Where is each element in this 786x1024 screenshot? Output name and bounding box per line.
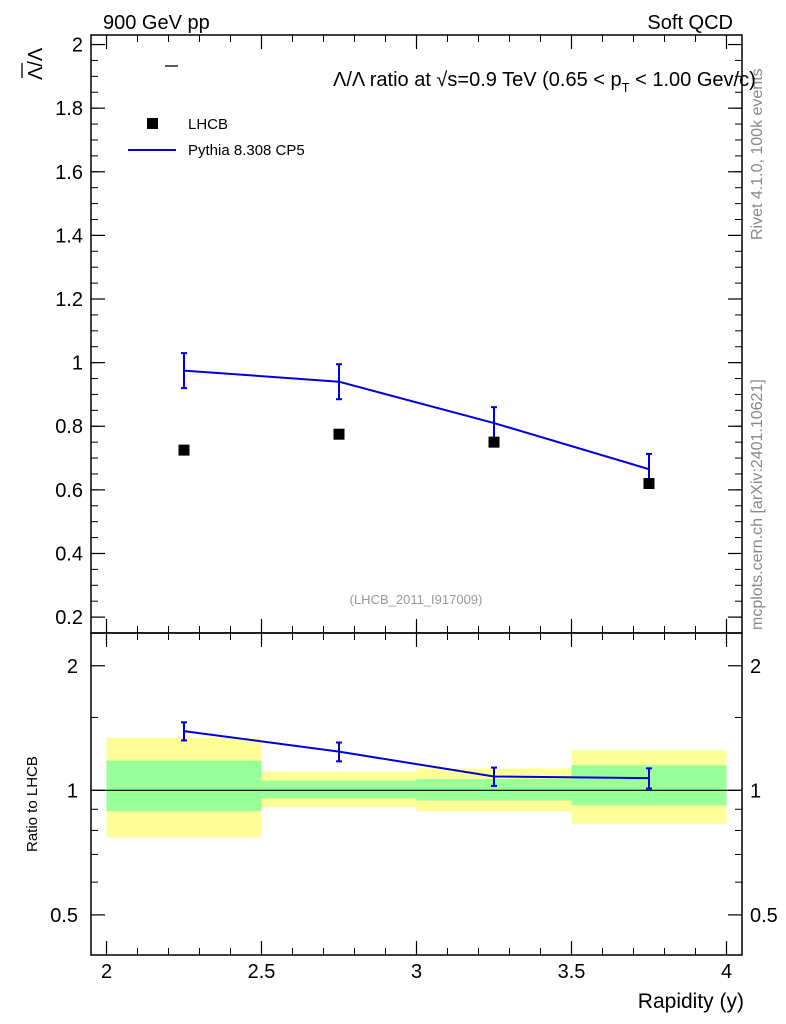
y-tick-label: 2 — [72, 35, 83, 57]
ratio-y-tick-label-right: 0.5 — [750, 905, 778, 927]
x-tick-label: 4 — [721, 961, 732, 983]
lhcb-data-point — [178, 444, 190, 456]
ratio-band-green — [106, 760, 262, 812]
y-tick-label: 1.6 — [55, 162, 83, 184]
y-axis-label: Λ/Λ — [25, 47, 47, 80]
header-left-label: 900 GeV pp — [103, 12, 210, 34]
analysis-label: (LHCB_2011_I917009) — [350, 592, 483, 607]
plot-title: Λ/Λ ratio at √s=0.9 TeV (0.65 < pT < 1.0… — [333, 69, 756, 95]
y-tick-label: 0.2 — [55, 607, 83, 629]
y-tick-label: 1.2 — [55, 289, 83, 311]
rivet-version-label: Rivet 4.1.0, 100k events — [749, 68, 766, 240]
y-tick-label: 1 — [72, 353, 83, 375]
plot-title-main: Λ/Λ ratio at √s=0.9 TeV (0.65 < p — [333, 69, 622, 91]
lhcb-data-point — [333, 428, 345, 440]
ratio-band-green — [261, 780, 417, 799]
pythia-line — [183, 369, 650, 471]
ratio-pythia-line — [183, 730, 650, 780]
ratio-y-tick-label-right: 1 — [750, 780, 761, 802]
mcplots-label: mcplots.cern.ch [arXiv:2401.10621] — [749, 379, 766, 630]
ratio-y-tick-label: 0.5 — [50, 905, 78, 927]
main-plot-panel: 0.2 0.4 0.6 0.8 1 1.2 1.4 1.6 1.8 2 Λ/Λ ratio at … — [21, 34, 756, 634]
y-tick-label: 0.6 — [55, 480, 83, 502]
y-tick-label: 1.8 — [55, 98, 83, 120]
legend-pythia-label: Pythia 8.308 CP5 — [188, 142, 305, 159]
legend-lhcb-marker — [147, 118, 158, 129]
x-axis-label: Rapidity (y) — [638, 990, 744, 1013]
ratio-y-axis-label: Ratio to LHCB — [24, 756, 41, 852]
ratio-plot-frame — [90, 632, 743, 956]
x-tick-label: 3 — [411, 961, 422, 983]
header-right-label: Soft QCD — [647, 12, 733, 34]
x-tick-label: 2.5 — [248, 961, 276, 983]
ratio-y-tick-label: 2 — [67, 656, 78, 678]
x-tick-label: 3.5 — [558, 961, 586, 983]
plot-title-subscript: T — [622, 80, 630, 95]
y-tick-label: 0.4 — [55, 543, 83, 565]
y-tick-label: 0.8 — [55, 416, 83, 438]
plot-title-suffix: < 1.00 Gev/c) — [630, 69, 756, 91]
ratio-y-tick-label: 1 — [67, 780, 78, 802]
y-tick-label: 1.4 — [55, 225, 83, 247]
lhcb-data-point — [643, 478, 655, 489]
lhcb-data-point — [488, 436, 500, 448]
ratio-plot-panel: 0.5 0.5 1 1 2 2 2 2.5 3 3.5 4 Ratio to LHCB Rapid… — [24, 632, 778, 1013]
legend-lhcb-label: LHCB — [188, 116, 228, 133]
ratio-y-tick-label-right: 2 — [750, 656, 761, 678]
x-tick-label: 2 — [101, 961, 112, 983]
